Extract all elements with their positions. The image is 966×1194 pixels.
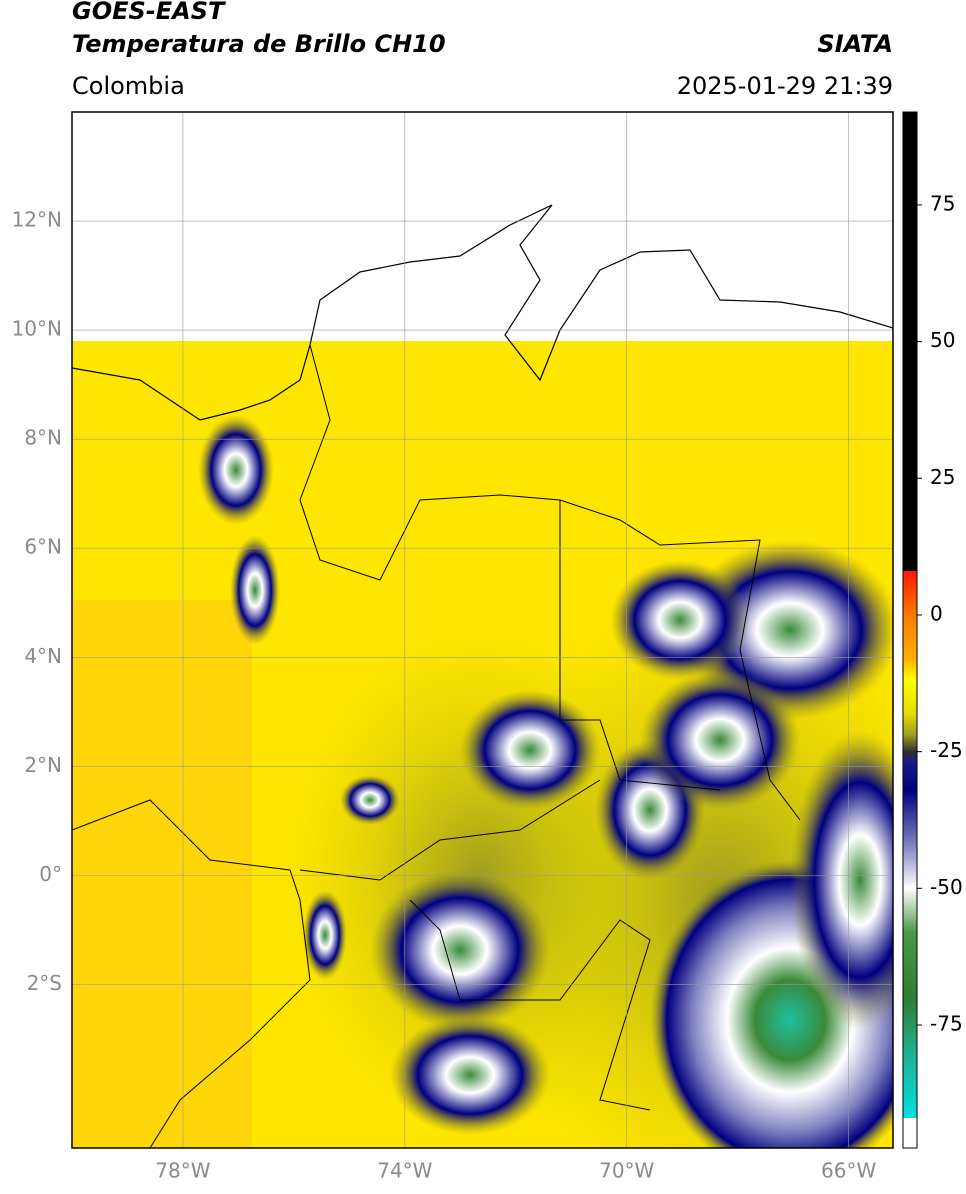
storm: [198, 415, 274, 525]
title: GOES-EAST: [72, 0, 226, 25]
map-imagery: [72, 204, 893, 1148]
y-tick-label: 4°N: [24, 644, 62, 668]
x-tick-label: 66°W: [821, 1159, 876, 1183]
coastline: [72, 799, 311, 1148]
y-tick-label: 12°N: [12, 208, 62, 232]
y-tick-label: 8°N: [24, 426, 62, 450]
subtitle: Temperatura de Brillo CH10: [72, 30, 446, 58]
map-frame: [71, 111, 894, 1149]
storm: [610, 560, 750, 680]
storm: [790, 730, 893, 1030]
storm: [460, 690, 600, 810]
y-tick-label: 10°N: [12, 317, 62, 341]
colorbar: [902, 111, 918, 1149]
colorbar-tick-label: -75: [930, 1011, 963, 1035]
y-tick-label: 0°: [39, 862, 62, 886]
coastline: [72, 204, 893, 421]
colorbar-tick-label: -25: [930, 738, 963, 762]
x-tick-label: 74°W: [377, 1159, 432, 1183]
colorbar-tick-label: 75: [930, 191, 955, 215]
colorbar-tick-label: 0: [930, 601, 943, 625]
colorbar-tick-label: 25: [930, 465, 955, 489]
datetime: 2025-01-29 21:39: [677, 72, 893, 100]
y-tick-label: 2°N: [24, 753, 62, 777]
storm: [640, 670, 800, 810]
storm: [370, 870, 550, 1030]
region: Colombia: [72, 72, 185, 100]
y-tick-label: 6°N: [24, 535, 62, 559]
x-tick-label: 78°W: [155, 1159, 210, 1183]
ocean-warm: [72, 600, 252, 1148]
colorbar-tick-label: 50: [930, 328, 955, 352]
x-tick-label: 70°W: [599, 1159, 654, 1183]
y-tick-label: 2°S: [27, 971, 62, 995]
storm: [390, 1015, 550, 1135]
source: SIATA: [817, 30, 893, 58]
colorbar-tick-label: -50: [930, 875, 963, 899]
storm: [230, 535, 280, 645]
storm: [340, 775, 400, 825]
borders: [299, 344, 801, 1111]
storm: [303, 890, 347, 980]
